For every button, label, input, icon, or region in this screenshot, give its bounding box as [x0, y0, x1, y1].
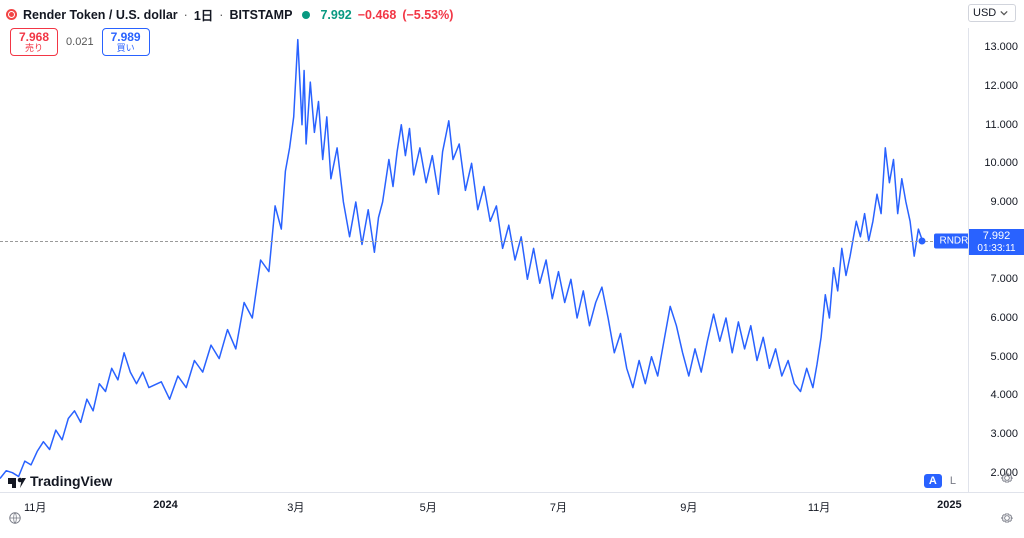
xaxis-tick: 11月	[24, 499, 46, 515]
price-change: −0.468	[358, 8, 397, 22]
timezone-icon[interactable]	[8, 511, 22, 530]
chevron-down-icon	[1000, 9, 1008, 17]
yaxis-tick: 12.000	[984, 80, 1018, 92]
xaxis-tick: 7月	[550, 499, 567, 515]
price-line-chart	[0, 28, 968, 492]
separator: ·	[219, 8, 223, 22]
tradingview-icon	[8, 472, 26, 490]
xaxis-tick: 11月	[808, 499, 830, 515]
currency-select[interactable]: USD	[968, 4, 1016, 22]
yaxis-settings-icon[interactable]	[1000, 471, 1014, 490]
yaxis-tick: 3.000	[990, 428, 1018, 440]
time-axis[interactable]: 11月 2024 3月 5月 7月 9月 11月 2025	[0, 492, 1024, 538]
yaxis-tick: 11.000	[985, 119, 1018, 131]
xaxis-settings-icon[interactable]	[1000, 511, 1014, 530]
yaxis-tick: 13.000	[984, 41, 1018, 53]
axis-mode-badges[interactable]: A L	[924, 474, 960, 488]
symbol-logo-icon	[6, 9, 17, 20]
price-axis[interactable]: 2.0003.0004.0005.0006.0007.0008.0009.000…	[968, 28, 1024, 492]
current-price-tag: 7.99201:33:11	[969, 229, 1024, 255]
current-price-line	[0, 241, 968, 242]
log-scale-badge[interactable]: L	[946, 474, 960, 488]
yaxis-tick: 6.000	[990, 312, 1018, 324]
auto-scale-badge[interactable]: A	[924, 474, 942, 488]
exchange-label: BITSTAMP	[229, 8, 292, 22]
xaxis-tick: 9月	[680, 499, 697, 515]
chart-header: Render Token / U.S. dollar · 1日 · BITSTA…	[0, 0, 1024, 26]
yaxis-tick: 5.000	[990, 351, 1018, 363]
yaxis-tick: 9.000	[990, 196, 1018, 208]
price-change-pct: (−5.53%)	[402, 8, 453, 22]
currency-label: USD	[973, 7, 996, 19]
chart-pane[interactable]: RNDRUSD	[0, 28, 968, 492]
last-price-dot	[919, 237, 926, 244]
market-status-icon	[302, 11, 310, 19]
tradingview-logo[interactable]: TradingView	[8, 472, 112, 490]
timeframe-label[interactable]: 1日	[194, 5, 213, 24]
yaxis-tick: 7.000	[990, 273, 1018, 285]
symbol-title: Render Token / U.S. dollar	[23, 8, 178, 22]
xaxis-tick: 2025	[937, 499, 961, 511]
last-price: 7.992	[320, 8, 351, 22]
separator: ·	[184, 8, 188, 22]
xaxis-tick: 3月	[287, 499, 304, 515]
xaxis-tick: 5月	[420, 499, 437, 515]
yaxis-tick: 4.000	[990, 389, 1018, 401]
xaxis-tick: 2024	[153, 499, 177, 511]
tradingview-text: TradingView	[30, 473, 112, 489]
yaxis-tick: 10.000	[984, 157, 1018, 169]
